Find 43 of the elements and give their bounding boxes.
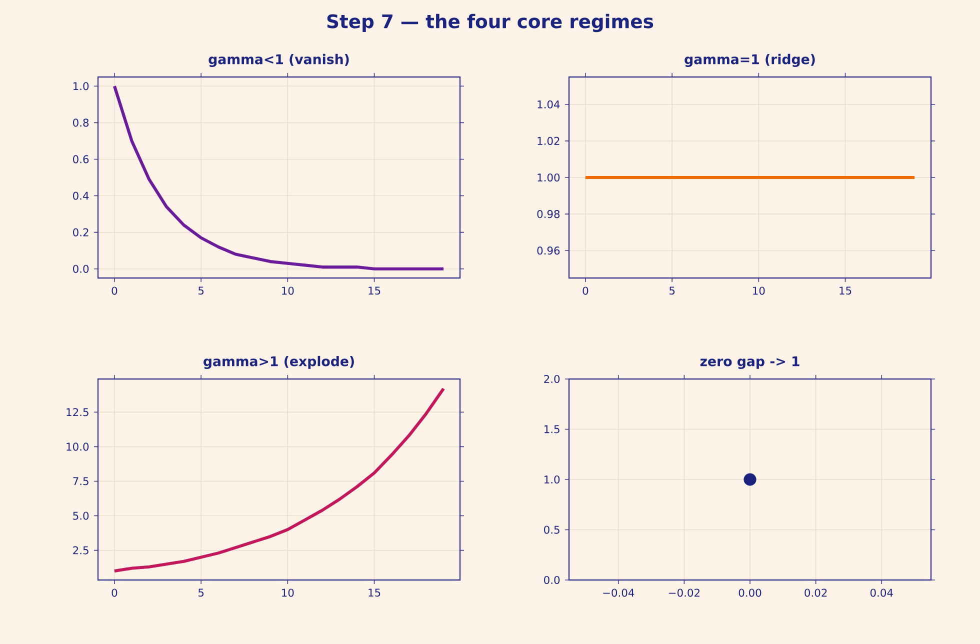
y-tick-label: 1.00 — [538, 173, 560, 182]
x-tick-label: 10 — [282, 286, 294, 295]
x-tick-label: 0.02 — [804, 588, 827, 597]
x-tick-label: −0.04 — [603, 588, 634, 597]
x-tick-label: 5 — [198, 588, 204, 597]
x-tick-label: 15 — [368, 286, 380, 295]
x-tick-label: 0.00 — [738, 588, 762, 597]
y-tick-label: 12.5 — [66, 408, 88, 416]
text: Step 7 — the four core regimes — [327, 14, 654, 32]
y-tick-label: 1.5 — [544, 425, 560, 434]
x-tick-label: 15 — [840, 286, 852, 295]
y-tick-label: 0.0 — [544, 576, 560, 584]
x-tick-label: 5 — [669, 286, 675, 295]
x-tick-label: 10 — [282, 588, 294, 597]
y-tick-label: 1.04 — [538, 100, 560, 108]
x-tick-label: 15 — [368, 588, 380, 597]
y-tick-label: 0.98 — [537, 210, 560, 218]
y-tick-label: 7.5 — [73, 477, 88, 486]
y-tick-label: 2.0 — [544, 374, 560, 384]
x-tick-label: −0.02 — [668, 588, 700, 597]
y-tick-label: 0.5 — [544, 526, 560, 534]
y-tick-label: 0.4 — [73, 192, 89, 200]
y-tick-label: 1.0 — [74, 82, 89, 90]
x-tick-label: 0 — [582, 286, 588, 295]
y-tick-label: 0.8 — [73, 118, 89, 127]
x-tick-label: 0 — [112, 286, 118, 295]
chart-title: gamma<1 (vanish) — [208, 54, 349, 67]
x-tick-label: 0.04 — [870, 588, 893, 597]
chart-title: gamma>1 (explode) — [204, 356, 354, 369]
y-tick-label: 0.96 — [537, 246, 560, 255]
y-tick-label: 5.0 — [73, 512, 89, 520]
y-tick-label: 0.0 — [73, 264, 89, 273]
x-tick-label: 0 — [112, 588, 118, 597]
y-tick-label: 1.0 — [544, 475, 560, 484]
x-tick-label: 5 — [198, 286, 204, 295]
chart-title: zero gap -> 1 — [700, 356, 800, 369]
y-tick-label: 0.2 — [73, 228, 88, 236]
y-tick-label: 1.02 — [538, 136, 560, 145]
y-tick-label: 0.6 — [73, 155, 89, 164]
y-tick-label: 2.5 — [73, 546, 88, 554]
y-tick-label: 10.0 — [66, 442, 89, 451]
x-tick-label: 10 — [753, 286, 765, 295]
chart-title: gamma=1 (ridge) — [684, 54, 815, 67]
